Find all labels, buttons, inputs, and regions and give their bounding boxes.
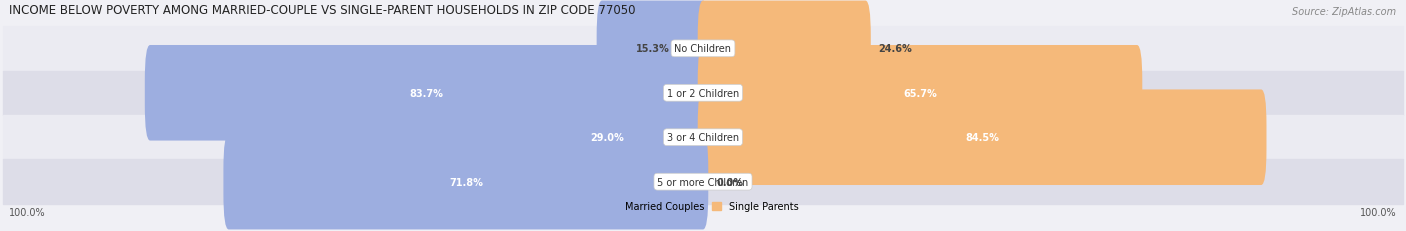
Bar — [3, 160, 1403, 204]
Text: 1 or 2 Children: 1 or 2 Children — [666, 88, 740, 98]
FancyBboxPatch shape — [224, 134, 709, 229]
Text: No Children: No Children — [675, 44, 731, 54]
Text: 3 or 4 Children: 3 or 4 Children — [666, 133, 740, 143]
Text: 71.8%: 71.8% — [449, 177, 482, 187]
Text: 83.7%: 83.7% — [409, 88, 443, 98]
Text: 29.0%: 29.0% — [591, 133, 624, 143]
Text: 0.0%: 0.0% — [716, 177, 744, 187]
FancyBboxPatch shape — [697, 46, 1142, 141]
Text: INCOME BELOW POVERTY AMONG MARRIED-COUPLE VS SINGLE-PARENT HOUSEHOLDS IN ZIP COD: INCOME BELOW POVERTY AMONG MARRIED-COUPL… — [10, 4, 636, 17]
FancyBboxPatch shape — [596, 2, 709, 97]
Text: 15.3%: 15.3% — [636, 44, 669, 54]
FancyBboxPatch shape — [506, 90, 709, 185]
Bar — [3, 27, 1403, 71]
Text: 100.0%: 100.0% — [10, 208, 46, 218]
Text: 65.7%: 65.7% — [903, 88, 936, 98]
Text: 24.6%: 24.6% — [879, 44, 912, 54]
FancyBboxPatch shape — [145, 46, 709, 141]
FancyBboxPatch shape — [697, 90, 1267, 185]
Bar — [3, 71, 1403, 116]
Text: 84.5%: 84.5% — [965, 133, 1000, 143]
Text: 5 or more Children: 5 or more Children — [658, 177, 748, 187]
Text: Source: ZipAtlas.com: Source: ZipAtlas.com — [1292, 7, 1396, 17]
Text: 100.0%: 100.0% — [1360, 208, 1396, 218]
FancyBboxPatch shape — [697, 2, 870, 97]
Bar — [3, 116, 1403, 160]
Legend: Married Couples, Single Parents: Married Couples, Single Parents — [603, 198, 803, 215]
